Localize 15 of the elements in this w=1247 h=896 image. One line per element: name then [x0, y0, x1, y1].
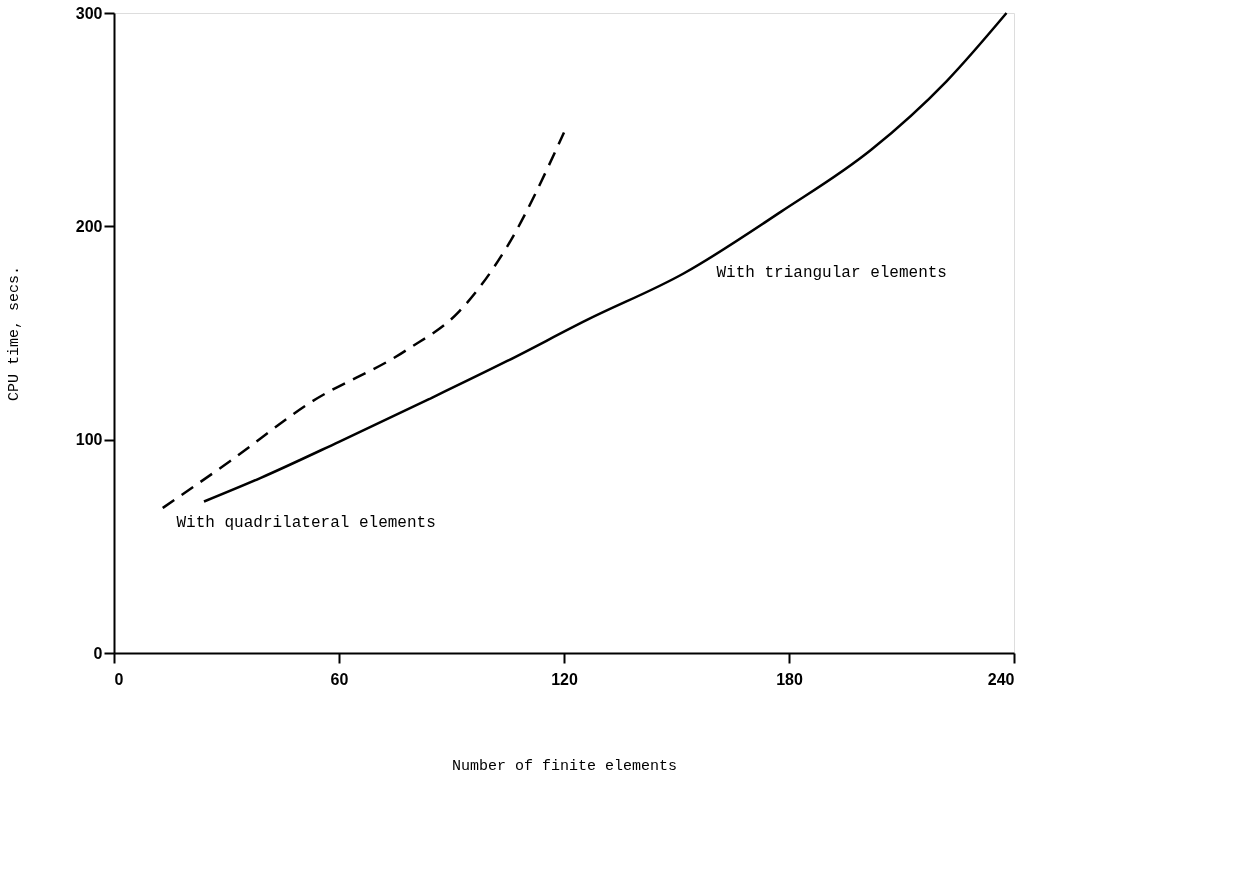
y-axis-title: CPU time, secs. — [5, 265, 23, 402]
x-axis-title: Number of finite elements — [451, 757, 678, 775]
line-series — [161, 131, 566, 510]
x-tick-label: 60 — [330, 670, 349, 688]
y-tick-label: 0 — [93, 644, 103, 662]
annotation: With quadrilateral elements — [176, 513, 436, 532]
line-series — [202, 11, 1008, 503]
x-tick-label: 240 — [987, 670, 1015, 688]
y-tick-label: 300 — [75, 4, 103, 22]
annotation: With triangular elements — [716, 264, 947, 283]
y-tick-label: 200 — [75, 217, 103, 235]
x-tick-label: 120 — [551, 670, 578, 688]
x-tick-label: 180 — [776, 670, 803, 688]
y-tick-label: 100 — [75, 431, 103, 449]
x-tick-label: 0 — [114, 670, 124, 688]
